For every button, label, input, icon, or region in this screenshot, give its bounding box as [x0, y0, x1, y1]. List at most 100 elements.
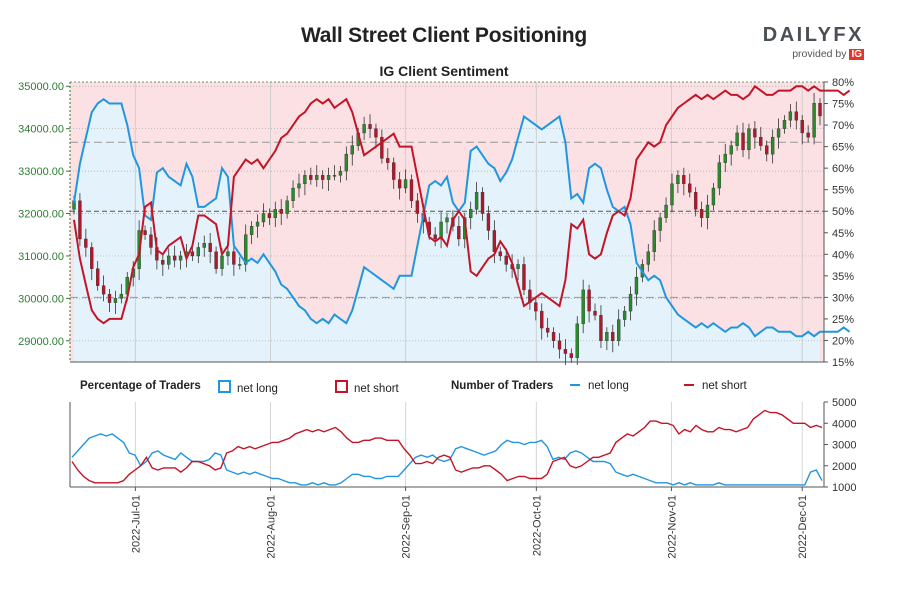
candle-body-38 [297, 183, 301, 189]
candle-body-54 [392, 162, 396, 180]
pct-tick-label-9: 35% [832, 271, 854, 283]
candle-body-120 [782, 119, 787, 129]
candle-body-15 [161, 259, 165, 265]
candle-body-33 [267, 213, 272, 218]
candle-body-32 [261, 213, 266, 223]
candle-body-87 [587, 289, 591, 312]
candle-body-105 [693, 192, 698, 210]
net-short-pct-line [73, 84, 851, 325]
candle-body-111 [729, 145, 733, 155]
candle-body-83 [563, 349, 568, 354]
candle-body-47 [350, 145, 354, 155]
pct-tick-label-6: 50% [832, 206, 854, 218]
candle-body-26 [226, 251, 230, 257]
candle-body-67 [468, 209, 473, 218]
ig-logo: IG [849, 49, 864, 60]
candle-body-99 [658, 217, 662, 231]
candle-body-56 [403, 179, 408, 189]
candle-body-51 [374, 128, 378, 138]
pct-tick-label-5: 55% [832, 185, 854, 197]
candle-body-61 [433, 234, 437, 240]
candle-body-107 [705, 204, 710, 218]
candle-body-63 [445, 217, 449, 223]
count-tick-label-4: 1000 [832, 482, 856, 494]
provided-by-label: provided by [792, 48, 847, 60]
date-tick-label-1: 2022-Aug-01 [265, 495, 277, 559]
candle-body-27 [232, 251, 236, 265]
legend-num-short-label: net short [702, 380, 747, 392]
candle-body-79 [540, 310, 544, 329]
candle-body-112 [735, 132, 739, 146]
candle-body-117 [765, 145, 769, 155]
candle-body-103 [682, 175, 686, 185]
candle-body-42 [320, 175, 325, 180]
candle-body-126 [818, 103, 822, 117]
candle-body-123 [800, 119, 804, 134]
candle-body-76 [522, 264, 526, 291]
pct-tick-label-0: 80% [832, 77, 854, 89]
candle-body-115 [753, 128, 757, 138]
candle-body-124 [806, 132, 810, 138]
count-tick-label-0: 5000 [832, 397, 856, 409]
candle-body-28 [238, 264, 242, 266]
pct-tick-label-12: 20% [832, 335, 854, 347]
candle-body-25 [220, 255, 224, 269]
date-tick-label-5: 2022-Dec-01 [797, 495, 809, 559]
candle-body-71 [492, 230, 497, 252]
candle-body-85 [575, 323, 579, 358]
dailyfx-logo[interactable]: DAILYFX provided by IG [763, 24, 864, 60]
candle-body-68 [474, 192, 479, 210]
candle-body-122 [794, 111, 799, 121]
candle-body-73 [504, 255, 508, 265]
main-plot-axes: 35000.00 34000.00 33000.00 32000.00 31000.00… [18, 77, 854, 369]
candle-body-24 [214, 251, 218, 269]
candle-body-119 [776, 128, 781, 138]
candle-body-101 [670, 183, 674, 206]
pct-tick-label-1: 75% [832, 99, 854, 111]
legend-num-short[interactable]: net short [684, 380, 747, 392]
traders-plot-grid [134, 402, 803, 487]
candle-body-69 [480, 192, 485, 214]
candle-body-102 [676, 175, 680, 185]
candle-body-82 [557, 340, 562, 350]
legend-num-title: Number of Traders [451, 380, 554, 392]
price-tick-label-5: 30000.00 [18, 293, 64, 305]
pct-tick-label-8: 40% [832, 249, 854, 261]
price-tick-label-0: 35000.00 [18, 81, 64, 93]
candle-body-81 [551, 332, 556, 341]
candle-body-41 [315, 175, 319, 180]
candle-body-30 [249, 226, 254, 235]
candle-body-12 [143, 230, 147, 235]
candle-body-125 [812, 103, 816, 138]
dailyfx-logo-text: DAILYFX [762, 24, 864, 46]
candle-body-5 [101, 285, 106, 295]
candle-body-45 [338, 170, 343, 176]
trader-count-lines [71, 409, 823, 486]
legend-num-long[interactable]: net long [570, 380, 629, 392]
candle-body-22 [202, 243, 206, 248]
price-tick-label-1: 34000.00 [18, 124, 64, 136]
legend-pct-short[interactable]: net short [335, 380, 399, 395]
traders-plot-axes: 5000 4000 3000 2000 1000 [69, 397, 856, 494]
candle-body-43 [326, 175, 331, 180]
candle-body-95 [634, 276, 639, 295]
candle-body-118 [770, 136, 775, 155]
price-tick-label-6: 29000.00 [18, 336, 64, 348]
candle-body-80 [545, 327, 550, 333]
candle-body-109 [717, 162, 722, 189]
legend-pct-long[interactable]: net long [218, 380, 278, 395]
candle-body-1 [78, 200, 82, 240]
candle-body-13 [149, 234, 153, 248]
candle-body-52 [380, 136, 384, 159]
net-long-count-line [71, 433, 823, 486]
legend-pct-short-label: net short [354, 383, 399, 395]
candle-body-92 [617, 319, 621, 341]
net-long-square-icon [218, 380, 231, 393]
candle-body-78 [534, 302, 538, 312]
candle-body-4 [95, 268, 100, 286]
candle-body-88 [593, 310, 597, 316]
candle-body-8 [119, 293, 124, 299]
candle-body-98 [652, 230, 656, 252]
net-short-square-icon [335, 380, 348, 393]
candle-body-29 [244, 234, 248, 265]
